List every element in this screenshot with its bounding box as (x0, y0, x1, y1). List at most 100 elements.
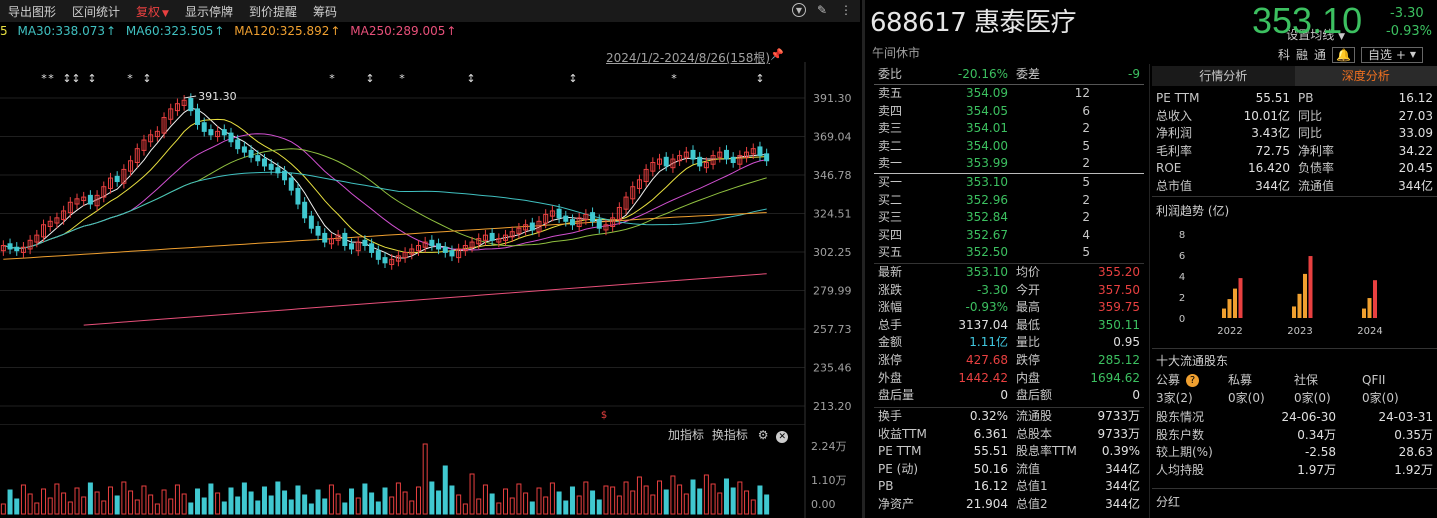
arrow-up-icon: ↑ (105, 24, 117, 38)
close-icon[interactable]: ✕ (776, 431, 789, 443)
bid-row: 买五 352.50 5 (866, 244, 1148, 262)
metric-label: 流值 (1016, 461, 1041, 476)
ask-price[interactable]: 354.00 (966, 138, 1008, 153)
volume-chart[interactable]: 2.24万 1.10万 0.00 (0, 424, 860, 518)
adjust-button[interactable]: 复权 ▼ (128, 3, 177, 20)
weicha-label: 委差 (1016, 67, 1041, 81)
tab-deep-analysis[interactable]: 深度分析 (1294, 66, 1437, 86)
candle (717, 151, 723, 158)
volume-bar (442, 465, 448, 515)
divider (1152, 196, 1437, 197)
fund-value: 344亿 (1398, 178, 1433, 193)
chart-toolbar: 导出图形 区间统计 复权 ▼ 显示停牌 到价提醒 筹码 ▼ ✎ ⋮ (0, 0, 860, 22)
metric-label: 收益TTM (878, 426, 927, 441)
range-stats-button[interactable]: 区间统计 (72, 4, 121, 19)
weibi-value: -20.16% (957, 67, 1008, 81)
candle (603, 224, 609, 231)
ask-price[interactable]: 354.05 (966, 103, 1008, 118)
sh-header: 社保 (1294, 373, 1319, 387)
candle (148, 134, 154, 143)
volume-bar (161, 489, 167, 515)
ask-price[interactable]: 354.09 (966, 86, 1008, 100)
volume-bar (415, 486, 421, 515)
volume-bar (703, 474, 709, 515)
price-alert-button[interactable]: 到价提醒 (248, 4, 297, 19)
y-axis-label: 279.99 (813, 284, 852, 297)
y-axis-label: 257.73 (813, 323, 852, 336)
candle (168, 108, 174, 120)
panel-divider[interactable] (862, 0, 865, 518)
fund-label: ROE (1156, 161, 1182, 175)
bid-price[interactable]: 353.10 (966, 175, 1008, 189)
volume-bar (744, 490, 750, 515)
pen-icon[interactable]: ✎ (816, 3, 828, 17)
candle (215, 130, 221, 138)
ma-settings-button[interactable]: 设置均线 ▼ (1286, 26, 1345, 43)
stat-value: -0.93% (965, 300, 1008, 315)
profit-bar (1308, 256, 1313, 318)
indicator-tools: 加指标 换指标 ⚙ ✕ (668, 426, 789, 443)
ask-row: 卖二 354.00 5 (866, 138, 1148, 156)
sh-row-label: 人均持股 (1156, 462, 1205, 477)
bid-volume: 4 (1082, 227, 1090, 242)
candle (208, 129, 214, 136)
export-chart-button[interactable]: 导出图形 (8, 4, 57, 19)
candle (342, 232, 348, 247)
event-marker: * (127, 72, 133, 85)
profit-y-label: 2 (1179, 293, 1185, 304)
candle (623, 196, 629, 210)
volume-bar (737, 481, 743, 515)
profit-y-label: 6 (1179, 251, 1185, 262)
pin-icon[interactable]: 📌 (770, 48, 784, 61)
profit-bar (1297, 293, 1302, 318)
candle (482, 234, 488, 241)
tab-market-analysis[interactable]: 行情分析 (1152, 66, 1295, 86)
ma-lead: 5 (0, 24, 8, 38)
candle (650, 162, 656, 172)
help-icon[interactable]: ? (1186, 374, 1199, 387)
bid-price[interactable]: 352.50 (966, 245, 1008, 260)
candle (569, 219, 575, 226)
volume-bar (328, 484, 334, 515)
chips-button[interactable]: 筹码 (313, 4, 338, 19)
volume-bar (74, 487, 80, 515)
tag-kechuang[interactable]: 科 (1278, 48, 1291, 62)
candle (282, 170, 288, 181)
tag-rong[interactable]: 融 (1296, 48, 1309, 62)
switch-indicator-button[interactable]: 换指标 (711, 428, 748, 442)
separator (874, 84, 1144, 85)
show-suspension-button[interactable]: 显示停牌 (184, 4, 233, 19)
event-marker: * (671, 72, 677, 85)
volume-bar (141, 485, 147, 515)
bell-icon[interactable]: 🔔 (1332, 46, 1355, 63)
tag-tong[interactable]: 通 (1314, 48, 1327, 62)
watchlist-button[interactable]: 自选 + ▼ (1361, 46, 1424, 63)
candle (764, 153, 770, 162)
divider (1152, 348, 1437, 349)
metric-row: PE TTM 55.51 股息率TTM 0.39% (866, 443, 1148, 461)
ask-price[interactable]: 353.99 (966, 156, 1008, 171)
ma120-label: MA120:325.892 (234, 24, 330, 38)
stat-label: 外盘 (878, 370, 903, 385)
candle (395, 255, 401, 262)
add-indicator-button[interactable]: 加指标 (668, 428, 705, 442)
more-vertical-icon[interactable]: ⋮ (840, 3, 852, 17)
kline-chart[interactable]: 391.30 369.04 346.78 324.51 302.25 279.99 257.… (0, 62, 860, 424)
bid-price[interactable]: 352.84 (966, 210, 1008, 225)
candle (47, 220, 53, 227)
stat-value: 359.75 (1098, 300, 1140, 315)
volume-bar (322, 498, 328, 515)
bid-price[interactable]: 352.67 (966, 227, 1008, 242)
metric-value: 9733万 (1097, 426, 1140, 441)
date-range[interactable]: 2024/1/2-2024/8/26(158根) (606, 51, 771, 65)
gear-icon[interactable]: ⚙ (757, 428, 769, 442)
volume-bar (369, 492, 375, 515)
candle (27, 239, 33, 250)
profit-bar (1227, 299, 1232, 318)
bid-price[interactable]: 352.96 (966, 192, 1008, 207)
ask-price[interactable]: 354.01 (966, 121, 1008, 136)
candle (523, 224, 529, 231)
profit-bar (1303, 273, 1307, 318)
y-axis-label: 213.20 (813, 400, 852, 413)
chevron-down-circle-icon[interactable]: ▼ (792, 3, 806, 17)
